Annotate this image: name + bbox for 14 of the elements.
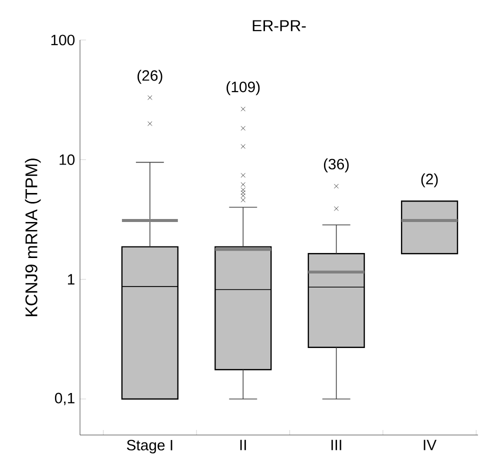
x-tick-label: Stage I (126, 440, 172, 454)
annotation: (26) (138, 70, 162, 84)
x-tick-label: II (240, 440, 246, 450)
x-tick-label: III (331, 440, 342, 450)
annotation: (109) (226, 81, 260, 96)
y-tick-label: 1 (68, 274, 74, 284)
y-tick-label: 100 (51, 34, 75, 46)
annotation: (2) (421, 173, 438, 188)
y-axis-title: KCNJ9 mRNA (TPM) (24, 158, 41, 316)
y-tick-label: 0,1 (54, 392, 74, 406)
x-tick-label: IV (424, 440, 437, 450)
chart-title: ER-PR- (252, 20, 306, 32)
y-tick-label: 10 (60, 154, 75, 165)
annotation: (36) (324, 158, 349, 172)
